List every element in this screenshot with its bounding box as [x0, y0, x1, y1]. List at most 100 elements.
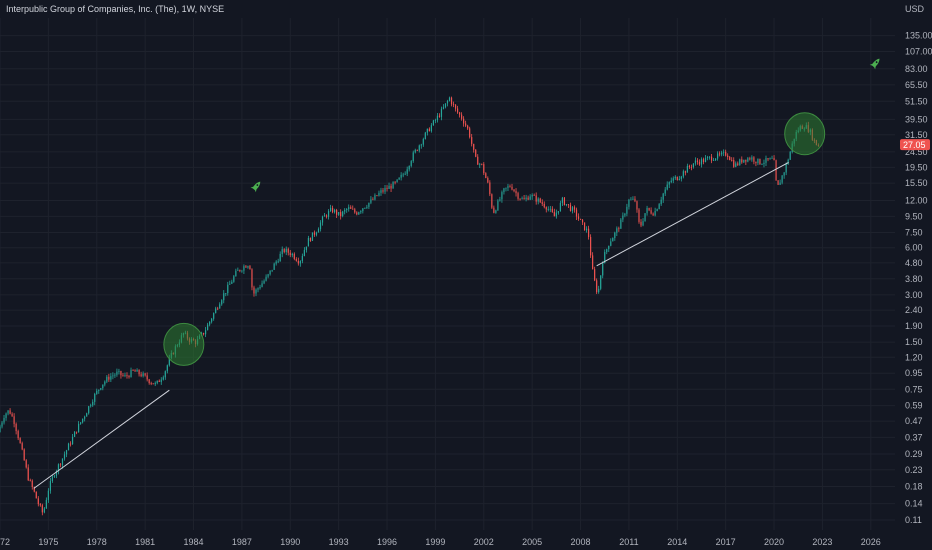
candle-body [33, 486, 35, 492]
candle-body [287, 248, 289, 253]
candle-body [19, 438, 21, 444]
price-axis[interactable]: 135.00 107.00 83.00 65.50 51.50 39.50 31.50 24.… [905, 31, 932, 525]
candle-body [73, 431, 76, 437]
candle-body [626, 206, 628, 214]
candle-body [27, 467, 29, 481]
candle-body [525, 197, 527, 200]
candle-body [731, 160, 733, 161]
candle-body [559, 202, 561, 212]
candle-body [202, 332, 205, 335]
trendlines[interactable] [33, 161, 789, 489]
candle-body [233, 276, 235, 282]
candle-body [205, 330, 207, 335]
candle-body [317, 229, 320, 233]
candle-body [680, 176, 682, 179]
candle-body [400, 174, 402, 178]
candle-body [535, 195, 537, 202]
y-tick-label: 0.37 [905, 432, 923, 442]
candle-body [469, 128, 471, 138]
candle-body [717, 153, 719, 159]
candle-body [690, 166, 693, 168]
y-tick-label: 0.59 [905, 401, 923, 411]
candle-body [430, 125, 432, 132]
candle-body [267, 274, 269, 277]
candle-body [719, 153, 721, 155]
candle-body [380, 190, 382, 193]
candle-body [489, 182, 491, 195]
candle-body [255, 289, 257, 294]
candle-body [583, 222, 586, 231]
current-price-label: 27.05 [900, 139, 930, 151]
current-price-tag [900, 139, 930, 151]
candle-body [402, 174, 404, 176]
current-price-value: 27.05 [903, 140, 926, 150]
trendline[interactable] [596, 161, 789, 267]
candle-body [122, 375, 124, 377]
candle-body [678, 178, 680, 181]
candle-body [698, 161, 701, 165]
candle-body [636, 201, 638, 210]
candle-body [471, 137, 473, 144]
candle-body [247, 266, 249, 268]
highlight-circle[interactable] [784, 112, 826, 156]
candle-body [293, 253, 295, 259]
candle-body [682, 171, 684, 177]
candle-body [350, 207, 352, 209]
candle-body [588, 228, 590, 237]
candle-body [485, 173, 487, 179]
candle-body [346, 209, 348, 211]
x-tick-label: 2020 [764, 537, 784, 547]
candle-body [39, 504, 41, 506]
highlight-circles[interactable] [163, 112, 826, 366]
rocket-markers[interactable] [250, 56, 883, 193]
x-tick-label: 1981 [135, 537, 155, 547]
candle-body [767, 158, 769, 160]
candle-body [757, 158, 759, 164]
candle-body [763, 162, 765, 165]
highlight-circle[interactable] [163, 322, 205, 366]
candle-body [140, 374, 142, 377]
candle-body [519, 198, 521, 200]
candle-body [551, 208, 553, 213]
candle-body [600, 275, 602, 289]
x-tick-label: 1999 [425, 537, 445, 547]
candle-body [527, 197, 529, 200]
y-tick-label: 7.50 [905, 227, 923, 237]
candle-body [418, 145, 420, 151]
rocket-icon[interactable] [869, 56, 882, 70]
x-tick-label: 2011 [619, 537, 638, 547]
candle-body [7, 410, 9, 414]
candle-body [426, 128, 428, 133]
candle-body [223, 293, 225, 301]
trendline[interactable] [33, 389, 170, 489]
candle-body [108, 376, 110, 380]
candle-body [644, 213, 646, 222]
candle-body [51, 476, 54, 481]
rocket-icon[interactable] [250, 179, 263, 193]
x-tick-label: 2008 [571, 537, 591, 547]
candle-body [279, 253, 281, 262]
candle-body [285, 248, 287, 253]
candle-body [156, 380, 158, 383]
candle-body [602, 263, 604, 276]
candle-body [384, 188, 386, 192]
candle-body [35, 491, 37, 499]
candle-body [450, 97, 453, 105]
candle-body [388, 185, 390, 189]
y-tick-label: 3.80 [905, 274, 923, 284]
candle-body [755, 161, 757, 164]
candle-body [104, 381, 106, 385]
y-tick-label: 0.18 [905, 481, 923, 491]
candle-body [571, 207, 574, 211]
candle-body [41, 505, 43, 513]
candle-body [253, 287, 255, 294]
y-tick-label: 0.47 [905, 416, 923, 426]
time-axis[interactable]: 1972 1975 1978 1981 1984 1987 1990 1993 1996 1999… [0, 537, 881, 547]
candle-body [47, 490, 49, 500]
y-tick-label: 1.90 [905, 321, 923, 331]
candle-body [305, 246, 307, 250]
candle-body [229, 283, 231, 285]
candle-body [735, 163, 737, 167]
candle-body [207, 324, 209, 331]
